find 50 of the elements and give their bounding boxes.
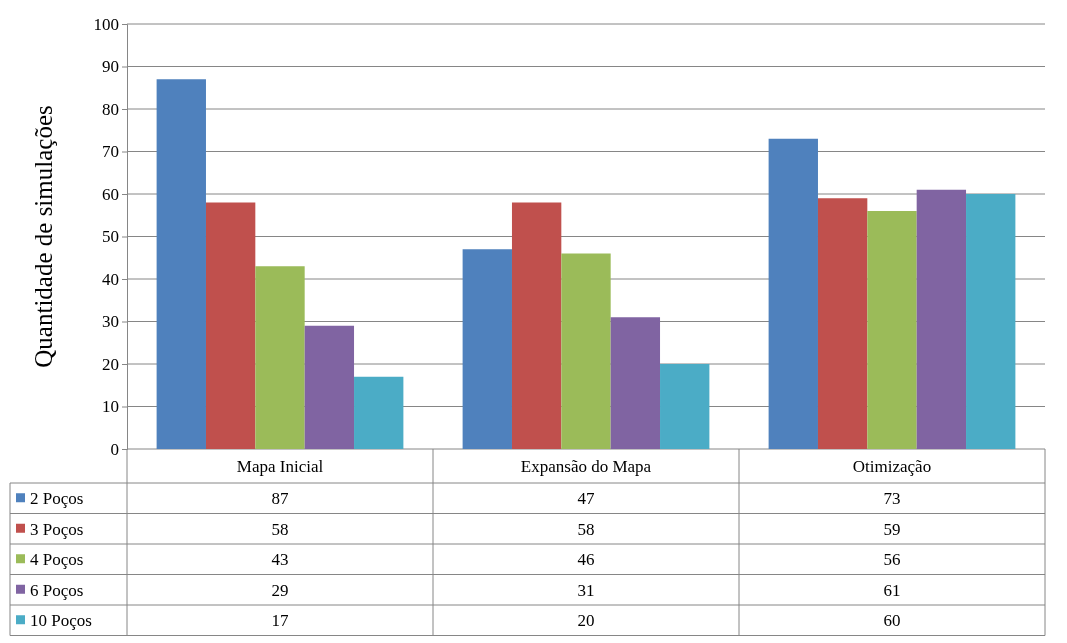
legend-label: 2 Poços <box>30 489 84 509</box>
data-label: 61 <box>883 580 901 600</box>
bar <box>610 317 661 449</box>
y-tick-label: 20 <box>102 354 119 374</box>
legend-label: 4 Poços <box>30 550 84 570</box>
bar <box>916 189 967 449</box>
bar <box>511 202 562 449</box>
y-tick-label: 40 <box>102 269 119 289</box>
data-label: 58 <box>577 519 595 539</box>
bar <box>817 198 868 449</box>
bar <box>561 253 611 449</box>
y-tick-label: 60 <box>102 184 119 204</box>
data-label: 31 <box>577 580 595 600</box>
data-label: 20 <box>577 611 595 631</box>
y-tick-label: 100 <box>93 14 119 34</box>
data-label: 17 <box>271 611 289 631</box>
bar <box>966 194 1016 449</box>
bar <box>304 325 355 449</box>
data-label: 58 <box>271 519 289 539</box>
bar <box>156 79 206 449</box>
y-tick-label: 80 <box>102 99 119 119</box>
bar <box>205 202 256 449</box>
data-label: 47 <box>577 489 595 509</box>
bar <box>660 364 710 449</box>
y-tick-label: 30 <box>102 312 119 332</box>
y-tick-label: 0 <box>110 439 119 459</box>
data-label: 29 <box>271 580 289 600</box>
y-tick-label: 70 <box>102 142 119 162</box>
data-label: 60 <box>883 611 901 631</box>
bar <box>255 266 305 449</box>
legend-label: 3 Poços <box>30 519 84 539</box>
y-axis-title: Quantidade de simulações <box>30 105 57 368</box>
legend-label: 10 Poços <box>30 611 92 631</box>
data-label: 59 <box>883 519 901 539</box>
bar <box>354 376 404 449</box>
y-tick-label: 90 <box>102 57 119 77</box>
bar <box>867 211 917 449</box>
data-label: 87 <box>271 489 289 509</box>
x-tick-label: Mapa Inicial <box>236 457 324 476</box>
x-tick-label: Otimização <box>852 457 932 476</box>
bar <box>462 249 512 449</box>
legend-label: 6 Poços <box>30 580 84 600</box>
bar <box>768 138 818 449</box>
y-tick-label: 50 <box>102 227 119 247</box>
y-tick-label: 10 <box>102 397 119 417</box>
data-label: 43 <box>271 550 289 570</box>
data-label: 73 <box>883 489 901 509</box>
x-tick-label: Expansão do Mapa <box>520 457 652 476</box>
data-label: 46 <box>577 550 595 570</box>
data-label: 56 <box>883 550 901 570</box>
